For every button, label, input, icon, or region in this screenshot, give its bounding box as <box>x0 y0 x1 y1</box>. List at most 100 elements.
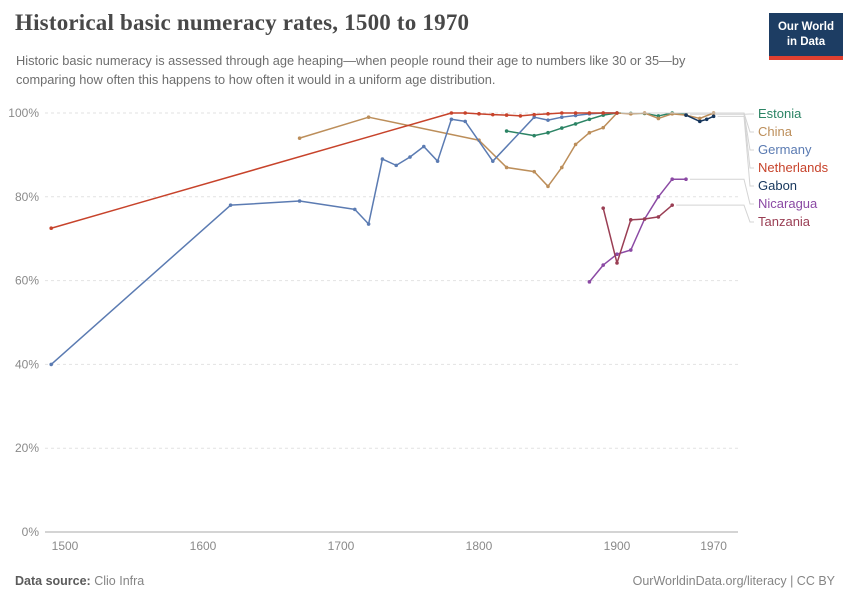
data-point <box>546 112 550 116</box>
data-point <box>491 159 495 163</box>
data-point <box>49 226 53 231</box>
data-point <box>573 122 578 126</box>
data-point <box>353 207 357 212</box>
series-line-china[interactable] <box>299 112 714 188</box>
series-china[interactable] <box>297 111 716 189</box>
legend-connector-tanzania <box>676 204 754 223</box>
data-point <box>546 130 550 135</box>
data-point <box>532 169 536 174</box>
chart-title: Historical basic numeracy rates, 1500 to… <box>15 10 470 35</box>
series-line-germany[interactable] <box>50 112 617 365</box>
data-point <box>297 199 302 203</box>
series-gabon[interactable] <box>684 113 716 124</box>
data-point <box>380 157 385 161</box>
data-point <box>670 203 674 207</box>
data-point <box>601 125 605 130</box>
data-point <box>684 113 688 117</box>
legend-label-tanzania[interactable]: Tanzania <box>758 214 811 229</box>
data-point <box>615 111 619 115</box>
data-point <box>532 115 536 119</box>
data-point <box>394 163 399 168</box>
data-point <box>573 113 578 118</box>
data-source-label: Data source: <box>15 574 91 588</box>
x-tick-label: 1970 <box>700 539 727 553</box>
data-point <box>573 111 578 115</box>
y-tick-label: 40% <box>15 357 39 371</box>
series-tanzania[interactable] <box>601 203 674 265</box>
data-source: Data source: Clio Infra <box>15 574 144 588</box>
data-point <box>560 115 564 119</box>
data-point <box>629 218 633 222</box>
legend-connector-netherlands <box>621 112 754 169</box>
legend-label-netherlands[interactable]: Netherlands <box>758 160 829 175</box>
data-point <box>560 111 564 115</box>
data-point <box>587 130 592 135</box>
y-tick-label: 20% <box>15 441 39 455</box>
data-point <box>670 177 674 182</box>
legend-connector-china <box>717 112 754 133</box>
data-point <box>615 252 619 257</box>
data-point <box>704 117 709 122</box>
y-tick-label: 80% <box>15 190 39 204</box>
x-tick-label: 1800 <box>466 539 493 553</box>
data-point <box>532 133 536 138</box>
data-point <box>504 113 509 117</box>
series-netherlands[interactable] <box>49 111 619 231</box>
legend-label-germany[interactable]: Germany <box>758 142 812 157</box>
chart-footer: Data source: Clio Infra OurWorldinData.o… <box>15 574 835 588</box>
data-point <box>684 177 688 182</box>
data-point <box>587 111 592 115</box>
data-point <box>477 112 481 116</box>
data-point <box>601 111 605 115</box>
data-point <box>408 155 412 159</box>
data-point <box>435 159 440 163</box>
data-point <box>49 362 53 367</box>
y-tick-label: 60% <box>15 274 39 288</box>
data-point <box>615 261 619 265</box>
data-point <box>366 115 371 119</box>
series-germany[interactable] <box>49 111 619 367</box>
x-tick-label: 1500 <box>52 539 79 553</box>
legend-connector-gabon <box>717 115 754 187</box>
legend-label-nicaragua[interactable]: Nicaragua <box>758 196 818 211</box>
data-point <box>504 129 509 133</box>
series-line-tanzania[interactable] <box>602 204 673 264</box>
owid-logo[interactable]: Our World in Data <box>768 13 843 60</box>
data-point <box>587 117 592 122</box>
x-tick-label: 1700 <box>328 539 355 553</box>
footer-credit-link[interactable]: OurWorldinData.org/literacy | CC BY <box>632 574 835 588</box>
data-point <box>297 136 302 140</box>
data-point <box>463 111 468 115</box>
data-point <box>573 142 578 147</box>
data-point <box>504 165 509 170</box>
legend-label-china[interactable]: China <box>758 124 793 139</box>
owid-logo-line2: in Data <box>786 35 826 48</box>
data-point <box>642 217 647 221</box>
data-point <box>698 116 702 121</box>
data-point <box>422 144 426 149</box>
data-point <box>449 117 454 122</box>
legend-label-estonia[interactable]: Estonia <box>758 106 802 121</box>
y-tick-label: 100% <box>8 106 39 120</box>
data-point <box>560 165 564 170</box>
series-line-nicaragua[interactable] <box>588 178 686 283</box>
series-line-gabon[interactable] <box>685 114 714 123</box>
data-point <box>629 248 633 252</box>
data-point <box>228 203 233 207</box>
x-tick-label: 1900 <box>604 539 631 553</box>
series-nicaragua[interactable] <box>587 177 688 284</box>
series-line-netherlands[interactable] <box>50 112 617 229</box>
data-point <box>601 263 605 267</box>
data-point <box>463 119 468 124</box>
y-tick-label: 0% <box>22 525 40 539</box>
data-source-value: Clio Infra <box>94 574 145 588</box>
data-point <box>532 112 536 117</box>
data-point <box>546 184 550 189</box>
legend-label-gabon[interactable]: Gabon <box>758 178 797 193</box>
data-point <box>711 114 716 119</box>
data-point <box>698 119 702 124</box>
data-point <box>656 195 661 199</box>
chart-subtitle: Historic basic numeracy is assessed thro… <box>16 53 686 87</box>
